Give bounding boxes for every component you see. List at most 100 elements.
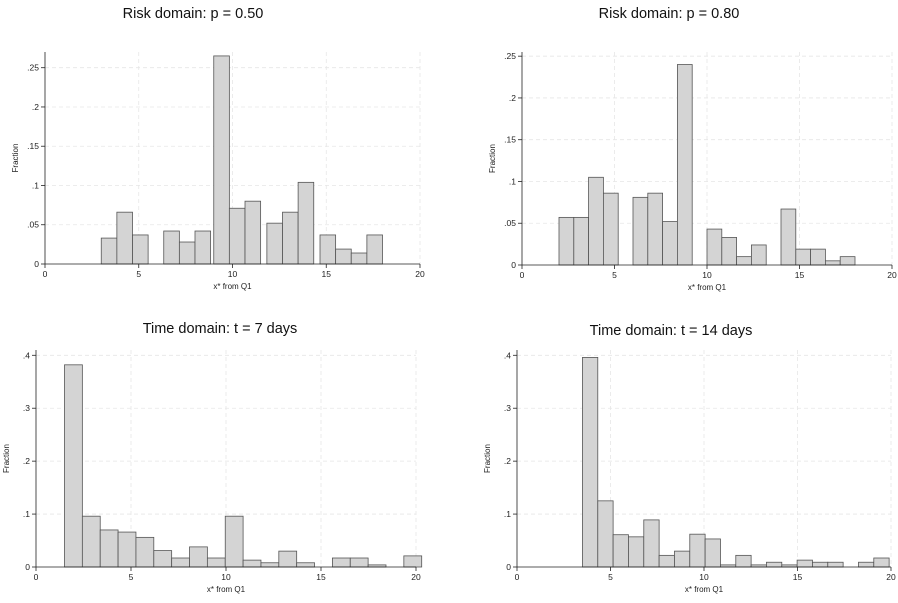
x-tick-label: 15 [793,572,803,582]
x-tick-label: 0 [520,270,525,280]
histogram-bar [266,222,283,265]
histogram-bar [721,237,737,266]
x-tick-label: 15 [316,572,326,582]
histogram-bar [99,529,119,568]
x-tick-label: 5 [129,572,134,582]
y-tick-label: .05 [27,220,39,230]
y-tick-label: 0 [506,562,511,572]
gridlines [522,52,893,265]
histogram-bar [350,252,368,265]
histogram-bar [674,550,691,568]
y-tick-label: .1 [23,509,30,519]
histogram-bar [735,554,752,568]
histogram-bar [349,557,369,568]
histogram-bar [689,533,706,568]
histogram-bar [824,260,841,266]
histogram-bar [706,228,723,266]
histogram-bar [658,554,675,568]
chart-title: Risk domain: p = 0.50 [122,6,264,22]
histogram-bar [602,192,619,266]
histogram-bar [839,256,856,266]
y-tick-label: .2 [504,456,511,466]
x-tick-label: 5 [612,270,617,280]
histogram-bar [282,211,299,265]
histogram-bar [795,248,811,266]
plot-area: 0 .1 .2 .3 .4 0 5 10 15 20 x* from Q1 Fraction [2,350,423,594]
gridlines [517,350,892,567]
y-axis-label: Fraction [483,444,492,473]
y-tick-label: .15 [27,141,39,151]
x-tick-label: 10 [228,269,238,279]
histogram-bar [117,531,137,568]
x-axis-label: x* from Q1 [685,585,724,594]
x-axis-label: x* from Q1 [688,283,727,292]
chart-title: Time domain: t = 14 days [589,323,753,339]
histogram-bar [632,196,649,266]
histogram-time-14days: Time domain: t = 14 days 0 .1 .2 .3 .4 0 5 10 15… [449,299,898,598]
histogram-bar [296,562,315,568]
histogram-bar [244,200,262,265]
histogram-bar [213,55,230,265]
chart-title: Time domain: t = 7 days [142,321,298,337]
histogram-bar [796,559,813,568]
y-tick-label: .05 [504,218,516,228]
histogram-bar [780,208,797,266]
plot-area: 0 .1 .2 .3 .4 0 5 10 15 20 x* from Q1 Fraction [483,350,896,594]
y-tick-label: .2 [509,93,516,103]
x-tick-label: 10 [221,572,231,582]
histogram-bar [297,181,315,265]
histogram-bar [171,557,190,568]
histogram-bar [873,557,890,568]
histogram-risk-p080: Risk domain: p = 0.80 0 .05 .1 .15 .2 .25 0 5 10… [449,0,898,299]
histogram-bar [228,207,246,265]
y-tick-label: 0 [511,260,516,270]
histogram-bar [662,221,678,266]
histogram-time-7days: Time domain: t = 7 days 0 .1 .2 .3 .4 0 5 10 15 2… [0,299,449,598]
histogram-bar [597,500,614,568]
histogram-bar [812,561,829,568]
histogram-bar [81,515,101,568]
bars [100,55,383,265]
y-tick-label: .1 [32,180,39,190]
histogram-bar [643,519,660,568]
histogram-bar [366,234,383,265]
histogram-bar [704,538,721,568]
x-tick-label: 20 [415,269,425,279]
y-tick-label: .1 [509,176,516,186]
histogram-bar [736,256,752,266]
x-tick-label: 20 [886,572,896,582]
x-tick-label: 20 [887,270,897,280]
histogram-bar [331,557,351,568]
histogram-bar [588,176,604,266]
x-tick-label: 15 [322,269,332,279]
y-tick-label: .25 [27,63,39,73]
histogram-bar [612,534,629,568]
x-tick-label: 10 [699,572,709,582]
histogram-bar [278,550,298,568]
chart-title: Risk domain: p = 0.80 [598,6,740,22]
plot-area: 0 .05 .1 .15 .2 .25 0 5 10 15 20 x* from Q1 Fraction [11,52,425,291]
histogram-bar [676,64,693,266]
histogram-bar [206,557,226,568]
histogram-bar [194,230,212,265]
y-tick-label: .15 [504,135,516,145]
y-tick-label: 0 [34,259,39,269]
histogram-bar [766,561,783,568]
x-axis-label: x* from Q1 [213,282,252,291]
histogram-bar [242,559,262,568]
y-tick-label: 0 [25,562,30,572]
x-axis-label: x* from Q1 [207,585,246,594]
x-tick-label: 0 [515,572,520,582]
y-tick-label: .2 [32,102,39,112]
histogram-bar [750,244,767,266]
y-axis-label: Fraction [488,144,497,173]
x-tick-label: 15 [795,270,805,280]
histogram-bar [163,230,180,265]
histogram-bar [858,561,875,568]
histogram-bar [573,216,590,266]
histogram-bar [319,234,337,265]
histogram-bar [64,364,83,568]
histogram-bar [628,536,645,568]
histogram-bar [132,234,149,265]
bars [582,357,890,568]
